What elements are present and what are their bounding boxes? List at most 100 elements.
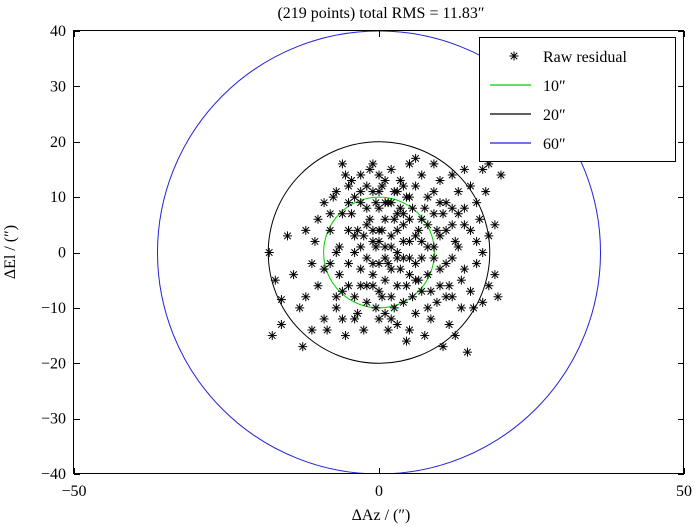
legend-label: 60″ xyxy=(543,136,566,153)
data-point xyxy=(408,292,418,302)
data-point xyxy=(398,181,408,191)
data-point xyxy=(283,231,292,241)
data-point xyxy=(289,270,299,280)
data-point xyxy=(313,281,323,291)
data-point xyxy=(441,225,451,235)
data-point xyxy=(469,303,479,313)
data-point xyxy=(380,214,390,224)
data-point xyxy=(484,231,494,241)
data-point xyxy=(337,286,347,296)
data-point xyxy=(386,198,396,208)
data-point xyxy=(337,209,347,219)
data-point xyxy=(426,314,436,324)
data-point xyxy=(334,270,344,280)
data-point xyxy=(362,181,372,191)
data-point xyxy=(426,286,436,296)
data-point xyxy=(423,303,433,313)
data-point xyxy=(380,198,390,208)
plot-area xyxy=(157,31,601,474)
data-point xyxy=(350,314,360,324)
data-point xyxy=(383,325,393,335)
data-point xyxy=(362,253,372,263)
data-point xyxy=(392,281,402,291)
y-tick-label: 40 xyxy=(50,23,66,40)
data-point xyxy=(344,259,353,269)
data-point xyxy=(347,176,357,186)
data-point xyxy=(350,248,360,257)
data-point xyxy=(472,236,482,246)
data-point xyxy=(398,236,408,246)
data-point xyxy=(401,336,411,346)
data-point xyxy=(411,308,421,318)
data-point xyxy=(453,209,463,219)
data-point xyxy=(374,236,384,246)
data-point xyxy=(353,308,363,318)
legend-label: 20″ xyxy=(543,107,566,124)
legend: Raw residual 10″ 20″ 60″ xyxy=(479,37,676,162)
data-point xyxy=(432,297,442,307)
data-point xyxy=(456,275,466,285)
data-point xyxy=(344,225,353,235)
data-point xyxy=(380,275,390,285)
data-point xyxy=(462,347,472,357)
y-tick-label: 10 xyxy=(50,189,66,206)
data-point xyxy=(340,170,350,180)
data-point xyxy=(386,314,396,324)
data-point xyxy=(295,303,305,313)
data-point xyxy=(441,198,451,208)
data-point xyxy=(368,159,378,169)
data-point xyxy=(459,203,469,213)
data-point xyxy=(414,225,424,235)
data-point xyxy=(420,203,430,213)
x-tick-label: 50 xyxy=(676,483,692,500)
data-point xyxy=(420,331,430,341)
data-point xyxy=(481,187,491,197)
data-point xyxy=(472,259,482,269)
data-point xyxy=(307,259,317,269)
data-point xyxy=(484,281,494,291)
data-point xyxy=(380,176,390,186)
legend-label: 10″ xyxy=(543,78,566,95)
data-point xyxy=(429,242,439,252)
data-point xyxy=(319,198,329,208)
data-point xyxy=(429,253,439,263)
data-point xyxy=(435,264,445,274)
data-point xyxy=(350,192,360,202)
data-point xyxy=(337,159,347,169)
data-point xyxy=(459,220,469,230)
legend-marker-raw-residual xyxy=(509,51,519,61)
data-point xyxy=(362,297,372,307)
data-point xyxy=(405,236,414,246)
data-point xyxy=(398,297,408,307)
data-point xyxy=(429,159,439,169)
data-point xyxy=(307,325,317,335)
data-point xyxy=(356,187,366,197)
circle-40 xyxy=(157,31,601,474)
data-point xyxy=(344,198,353,208)
data-point xyxy=(411,275,421,285)
data-point xyxy=(398,209,408,219)
data-point xyxy=(392,253,402,263)
data-point xyxy=(423,192,433,202)
data-point xyxy=(411,153,421,163)
data-point xyxy=(298,342,308,352)
data-point xyxy=(264,248,274,257)
data-point xyxy=(313,214,323,224)
data-point xyxy=(447,170,457,180)
data-point xyxy=(417,236,427,246)
y-tick-label: 30 xyxy=(50,78,66,95)
data-point xyxy=(325,259,335,269)
y-tick-label: −30 xyxy=(41,411,66,428)
data-point xyxy=(374,187,384,197)
data-point xyxy=(401,281,411,291)
data-point xyxy=(395,264,405,274)
data-point xyxy=(301,225,311,235)
data-point xyxy=(392,319,402,329)
data-point xyxy=(365,214,375,224)
data-point xyxy=(374,314,384,324)
data-point xyxy=(331,292,341,302)
data-point xyxy=(331,303,341,313)
x-axis-ticks: −50 0 50 xyxy=(61,31,692,500)
data-point xyxy=(408,203,418,213)
